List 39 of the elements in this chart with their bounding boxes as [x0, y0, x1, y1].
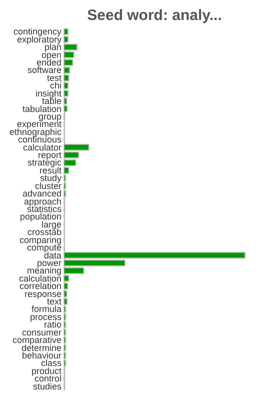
y-tick-label: comparative	[12, 335, 62, 346]
y-tick-label: studies	[32, 381, 62, 392]
y-tick-label: report	[38, 150, 62, 160]
y-tick-label: consumer	[22, 327, 62, 338]
y-tick-label: contingency	[13, 26, 62, 37]
y-tick-label: crosstab	[27, 227, 62, 238]
y-tick-label: text	[46, 296, 62, 307]
y-tick-label: formula	[31, 304, 62, 314]
y-tick-label: continuous	[18, 134, 62, 145]
y-tick-label: correlation	[19, 281, 62, 292]
y-tick-label: product	[31, 366, 62, 376]
y-tick-label: calculator	[22, 142, 62, 152]
y-tick-label: population	[20, 212, 62, 222]
y-tick-label: ended	[36, 58, 62, 68]
y-tick-label: chi	[50, 80, 62, 91]
y-tick-label: advanced	[22, 188, 62, 199]
y-tick-label: experiment	[16, 119, 62, 130]
y-tick-label: insight	[35, 88, 62, 98]
y-tick-label: class	[40, 358, 62, 368]
y-tick-label: control	[34, 374, 62, 384]
y-tick-label: response	[24, 288, 62, 299]
y-tick-label: test	[46, 72, 62, 83]
y-tick-label: tabulation	[22, 104, 62, 114]
y-tick-label: software	[27, 65, 62, 76]
y-tick-label: large	[41, 219, 62, 230]
y-tick-label: process	[30, 312, 62, 322]
y-tick-label: study	[40, 173, 62, 184]
y-tick-label: table	[42, 96, 62, 106]
y-tick-label: group	[38, 111, 62, 122]
y-tick-label: plan	[44, 42, 62, 52]
y-tick-label: comparing	[19, 234, 62, 245]
y-tick-label: ratio	[44, 320, 62, 330]
y-tick-label: strategic	[27, 158, 62, 168]
chart-title: Seed word: analy...	[87, 7, 222, 24]
y-tick-label: statistics	[26, 204, 62, 214]
y-tick-label: power	[36, 258, 62, 268]
y-tick-label: behaviour	[22, 350, 62, 360]
y-tick-label: approach	[24, 196, 62, 206]
y-tick-label: meaning	[26, 266, 62, 276]
